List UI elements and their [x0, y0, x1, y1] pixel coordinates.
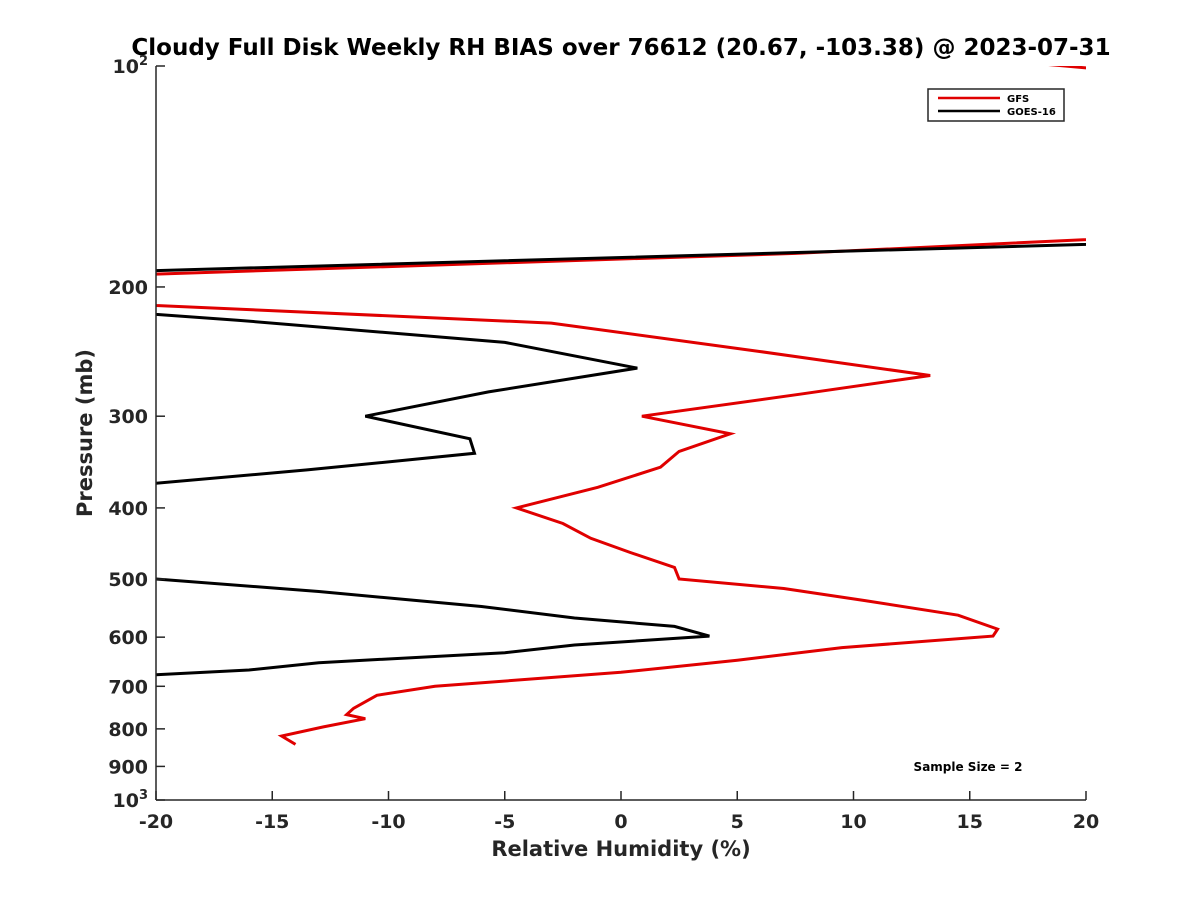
legend: GFS GOES-16: [927, 88, 1065, 122]
y-tick-label: 800: [108, 719, 148, 741]
x-axis-label: Relative Humidity (%): [491, 837, 750, 861]
legend-label-goes16: GOES-16: [1007, 107, 1056, 118]
y-tick-label: 400: [108, 498, 148, 520]
x-tick-label: -10: [371, 811, 405, 833]
y-tick-label: 103: [113, 788, 149, 812]
y-tick-label: 200: [108, 277, 148, 299]
x-tick-label: -20: [139, 811, 173, 833]
y-tick-label: 300: [108, 406, 148, 428]
x-tick-label: 0: [614, 811, 627, 833]
x-tick-label: 20: [1073, 811, 1099, 833]
x-tick-label: 15: [957, 811, 983, 833]
y-tick-label: 600: [108, 627, 148, 649]
y-tick-label: 500: [108, 569, 148, 591]
y-tick-label: 700: [108, 676, 148, 698]
y-tick-label: 102: [113, 54, 149, 78]
series-line-gfs: [156, 66, 1086, 746]
chart-title: Cloudy Full Disk Weekly RH BIAS over 766…: [131, 35, 1110, 61]
legend-label-gfs: GFS: [1007, 94, 1029, 105]
x-tick-label: -15: [255, 811, 289, 833]
y-axis-label: Pressure (mb): [73, 349, 97, 517]
x-tick-label: -5: [494, 811, 515, 833]
series-line-goes16: [156, 242, 1086, 677]
x-tick-label: 10: [840, 811, 866, 833]
y-tick-label: 900: [108, 756, 148, 778]
sample-size-annotation: Sample Size = 2: [914, 760, 1023, 774]
x-tick-label: 5: [731, 811, 744, 833]
legend-box: [927, 88, 1065, 122]
